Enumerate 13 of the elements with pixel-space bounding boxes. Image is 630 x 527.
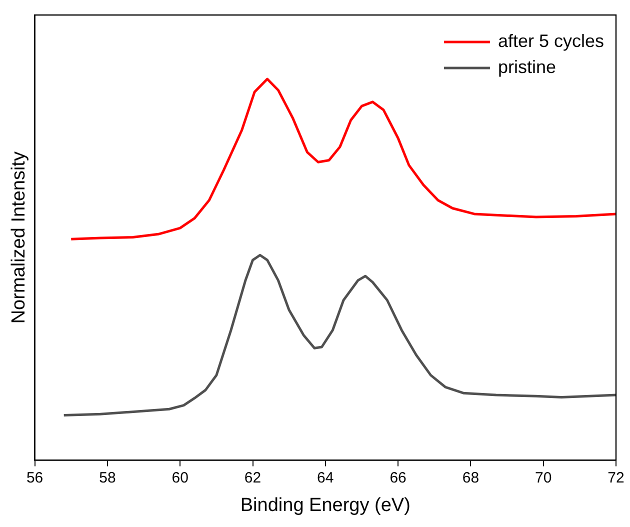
y-axis-title: Normalized Intensity [8, 151, 30, 324]
x-tick-label: 62 [244, 469, 262, 486]
x-axis-title: Binding Energy (eV) [240, 494, 410, 516]
x-tick-label: 68 [462, 469, 480, 486]
x-tick-label: 66 [390, 469, 406, 486]
legend-label: after 5 cycles [498, 30, 604, 51]
x-tick-label: 72 [608, 469, 624, 486]
x-tick-label: 56 [26, 469, 44, 486]
x-tick-label: 70 [535, 469, 552, 486]
legend-label: pristine [498, 56, 556, 77]
x-tick-label: 58 [99, 469, 116, 486]
x-tick-label: 64 [317, 469, 334, 486]
x-tick-label: 60 [172, 469, 188, 486]
